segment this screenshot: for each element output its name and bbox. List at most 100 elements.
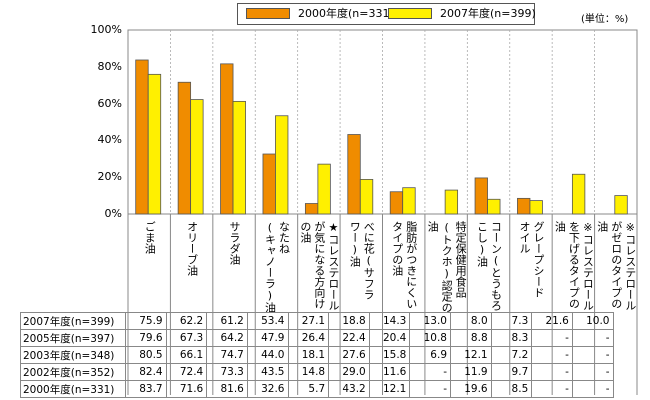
table-cell: 18.1 — [287, 346, 330, 364]
table-row: 2005年度(n=397) 79.6 67.3 64.2 47.9 26.4 22.4 20.… — [20, 329, 614, 347]
table-row: 2003年度(n=348) 80.5 66.1 74.7 44.0 18.1 27.6 15.… — [20, 346, 614, 364]
category-label: 油 — [426, 221, 440, 232]
bar-series-1 — [347, 134, 361, 215]
table-cell: 79.6 — [125, 329, 167, 347]
table-cell: 11.6 — [368, 363, 411, 381]
category-label: ごま油 — [143, 221, 157, 254]
y-tick-label: 40% — [97, 133, 122, 147]
bar-series-2 — [317, 163, 331, 215]
table-cell: 6.9 — [409, 346, 451, 364]
table-row-label: 2002年度(n=352) — [20, 363, 126, 381]
table-cell: 13.0 — [409, 312, 451, 330]
table-cell: 8.3 — [490, 329, 533, 347]
bar-series-1 — [177, 81, 192, 215]
bar-series-1 — [517, 197, 531, 215]
category-label: 脂肪がつきにくい — [404, 221, 418, 309]
bar-series-1 — [262, 153, 276, 215]
bar-series-2 — [147, 73, 162, 215]
table-row-label: 2000年度(n=331) — [20, 380, 126, 398]
legend: 2000年度(n=331) 2007年度(n=399) — [237, 3, 536, 25]
category-label: ★コレステロール — [326, 221, 340, 311]
category-label: オイル — [517, 221, 531, 254]
table-cell: 75.9 — [125, 312, 167, 330]
category-label: 特定保健用食品 — [454, 221, 468, 298]
bar-series-2 — [190, 99, 204, 215]
table-cell: 81.6 — [206, 380, 248, 398]
bar-series-2 — [232, 100, 246, 215]
table-cell: 47.9 — [246, 329, 289, 347]
table-cell: - — [571, 346, 614, 364]
table-cell: - — [409, 380, 451, 398]
table-cell: 14.8 — [287, 363, 330, 381]
table-cell: 74.7 — [206, 346, 248, 364]
category-label: 油 — [595, 221, 609, 232]
category-label: ※コレステロール — [623, 221, 637, 311]
table-cell: - — [409, 363, 451, 381]
table-cell: 8.8 — [450, 329, 492, 347]
table-cell: 8.0 — [450, 312, 492, 330]
table-cell: 73.3 — [206, 363, 248, 381]
data-table: 2007年度(n=399) 75.9 62.2 61.2 53.4 27.1 18.8 14.… — [20, 312, 614, 398]
bar-series-2 — [571, 173, 586, 215]
bar-series-2 — [529, 200, 543, 215]
y-tick-label: 80% — [97, 59, 122, 73]
table-cell: 22.4 — [328, 329, 370, 347]
category-label: べに花(サフラ — [362, 221, 376, 300]
table-cell: 14.3 — [368, 312, 411, 330]
table-cell: 32.6 — [246, 380, 289, 398]
table-cell: 10.0 — [571, 312, 614, 330]
y-tick-label: 0% — [104, 207, 122, 220]
legend-swatch-2000 — [246, 8, 290, 19]
category-label: なたね — [277, 221, 291, 254]
table-cell: - — [531, 329, 573, 347]
table-cell: - — [571, 363, 614, 381]
table-cell: - — [531, 346, 573, 364]
category-label: コーン(とうもろ — [489, 221, 503, 311]
table-row-label: 2003年度(n=348) — [20, 346, 126, 364]
bar-series-2 — [275, 115, 289, 215]
table-row: 2000年度(n=331) 83.7 71.6 81.6 32.6 5.7 43.2 12.1… — [20, 380, 614, 398]
table-cell: 53.4 — [246, 312, 289, 330]
table-cell: 11.9 — [450, 363, 492, 381]
bar-series-1 — [474, 177, 488, 215]
table-cell: 66.1 — [165, 346, 208, 364]
table-cell: 83.7 — [125, 380, 167, 398]
bar-series-2 — [402, 187, 416, 215]
category-label: が気になる方向け — [312, 221, 326, 309]
bar-series-1 — [135, 59, 149, 215]
table-cell: - — [531, 380, 573, 398]
y-tick-label: 100% — [90, 23, 122, 36]
bar-series-2 — [487, 198, 501, 215]
table-cell: 15.8 — [368, 346, 411, 364]
category-label: の油 — [298, 221, 312, 243]
table-row: 2007年度(n=399) 75.9 62.2 61.2 53.4 27.1 18.8 14.… — [20, 312, 614, 330]
legend-label-2000: 2000年度(n=331) — [298, 7, 394, 20]
legend-label-2007: 2007年度(n=399) — [440, 7, 536, 20]
category-label: (トクホ)認定の — [440, 221, 454, 313]
table-cell: 8.5 — [490, 380, 533, 398]
table-cell: 82.4 — [125, 363, 167, 381]
category-label: タイプの油 — [390, 221, 404, 276]
category-label: がゼロのタイプの — [609, 221, 623, 309]
bars-group — [135, 59, 628, 215]
category-label: ワー)油 — [348, 221, 362, 267]
table-cell: 26.4 — [287, 329, 330, 347]
category-label: ※コレステロール — [581, 221, 595, 311]
table-cell: 9.7 — [490, 363, 533, 381]
table-cell: 18.8 — [328, 312, 370, 330]
table-cell: 72.4 — [165, 363, 208, 381]
legend-swatch-2007 — [388, 8, 432, 19]
table-cell: 67.3 — [165, 329, 208, 347]
y-tick-label: 60% — [97, 96, 122, 110]
table-cell: 27.1 — [287, 312, 330, 330]
table-cell: 19.6 — [450, 380, 492, 398]
table-cell: 44.0 — [246, 346, 289, 364]
y-tick-label: 20% — [97, 170, 122, 184]
table-cell: 43.2 — [328, 380, 370, 398]
table-cell: - — [571, 380, 614, 398]
table-cell: 7.3 — [490, 312, 533, 330]
category-label: 油 — [553, 221, 567, 232]
table-cell: - — [531, 363, 573, 381]
table-row-label: 2007年度(n=399) — [20, 312, 126, 330]
